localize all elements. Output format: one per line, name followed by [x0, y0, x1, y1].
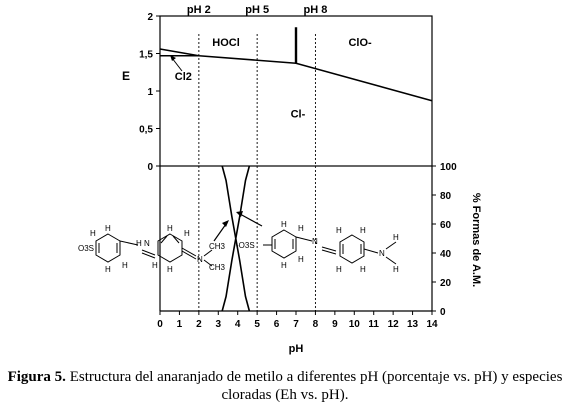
- acid-h-1: H: [105, 224, 111, 233]
- ph-x-tick-label: 4: [235, 319, 241, 330]
- acid-h-label: H: [136, 239, 142, 248]
- acid-ch3-top: CH3: [209, 242, 226, 251]
- acid-h-6: H: [167, 265, 173, 274]
- acid-h-2: H: [105, 265, 111, 274]
- eh-y-tick-label: 0,5: [139, 125, 153, 136]
- acid-n2-label: N: [197, 255, 203, 264]
- base-h-8: H: [360, 265, 366, 274]
- series-layer: [159, 27, 433, 312]
- base-h-7: H: [336, 265, 342, 274]
- cl2-arrow-head: [170, 55, 176, 61]
- base-sulfonate-label: -O3S: [236, 241, 255, 250]
- eh-y-tick-label: 1: [147, 87, 153, 98]
- base-h-1: H: [281, 220, 287, 229]
- reaction-arrow-right-head: [236, 211, 243, 217]
- base-n-label: N: [312, 237, 318, 246]
- ph-x-tick-label: 13: [407, 319, 419, 330]
- eh-axis-title: E: [122, 69, 130, 83]
- base-h-5: H: [336, 226, 342, 235]
- species-region-label: Cl2: [175, 71, 192, 83]
- ph-x-tick-label: 14: [426, 319, 438, 330]
- ph-x-tick-label: 8: [313, 319, 319, 330]
- ph-x-tick-label: 3: [216, 319, 222, 330]
- species-fraction-curve: [221, 165, 251, 312]
- acid-h-7: H: [152, 261, 158, 270]
- base-h-10: H: [393, 265, 399, 274]
- species-region-label: ClO-: [348, 37, 372, 49]
- figure-caption: Figura 5. Estructura del anaranjado de m…: [0, 368, 570, 404]
- ph-x-tick-label: 1: [177, 319, 183, 330]
- ph-marker-label: pH 2: [187, 4, 211, 16]
- acid-form-molecule: [95, 233, 213, 267]
- acid-sulfonate-label: O3S: [78, 244, 94, 253]
- percent-y-tick-label: 100: [440, 162, 457, 173]
- percent-y-tick-label: 80: [440, 191, 452, 202]
- acid-h-3: H: [90, 229, 96, 238]
- caption-text: Estructura del anaranjado de metilo a di…: [65, 369, 563, 403]
- base-ring-2: [339, 234, 365, 264]
- acid-ring-2: [157, 233, 183, 263]
- base-h-3: H: [298, 224, 304, 233]
- acid-n-label: N: [144, 239, 150, 248]
- ph-x-tick-label: 7: [293, 319, 299, 330]
- acid-ch3-bottom: CH3: [209, 263, 226, 272]
- percent-y-tick-label: 40: [440, 249, 452, 260]
- ph-x-tick-label: 11: [368, 319, 379, 330]
- species-region-label: HOCl: [212, 37, 240, 49]
- cl2-arrow: [171, 57, 183, 72]
- percent-y-tick-label: 60: [440, 220, 452, 231]
- ph-marker-label: pH 8: [304, 4, 328, 16]
- base-h-2: H: [281, 261, 287, 270]
- base-form-molecule: [263, 229, 397, 265]
- eh-y-tick-label: 2: [147, 12, 153, 23]
- ph-x-tick-label: 9: [332, 319, 338, 330]
- caption-label: Figura 5.: [7, 369, 66, 385]
- reaction-arrow-left-head: [222, 220, 229, 227]
- eh-y-tick-label: 1,5: [139, 50, 153, 61]
- base-h-4: H: [298, 255, 304, 264]
- acid-h-8: H: [184, 229, 190, 238]
- base-h-6: H: [360, 226, 366, 235]
- base-ring-1: [271, 229, 297, 259]
- acid-ring-1: [95, 233, 121, 263]
- ph-axis-title: pH: [289, 343, 304, 355]
- eh-y-tick-label: 0: [147, 162, 153, 173]
- ph-x-tick-label: 12: [388, 319, 400, 330]
- percent-axis-title: % Formas de A.M.: [470, 193, 482, 287]
- ph-x-tick-label: 0: [157, 319, 163, 330]
- percent-y-tick-label: 20: [440, 278, 452, 289]
- ph-x-tick-label: 2: [196, 319, 202, 330]
- base-n2-label: N: [379, 249, 385, 258]
- acid-h-4: H: [122, 261, 128, 270]
- reaction-arrow-left: [213, 223, 227, 242]
- reaction-arrow-right: [239, 213, 263, 227]
- ph-markers-layer: pH 2 pH 5 pH 8: [187, 4, 327, 311]
- ph-x-tick-label: 5: [254, 319, 260, 330]
- ph-marker-label: pH 5: [245, 4, 269, 16]
- eh-series-line: [159, 48, 433, 102]
- ph-x-tick-label: 6: [274, 319, 280, 330]
- ph-x-tick-label: 10: [349, 319, 361, 330]
- acid-h-5: H: [167, 224, 173, 233]
- labels-layer: HOCl ClO- Cl- Cl2: [175, 37, 372, 120]
- base-h-9: H: [393, 233, 399, 242]
- percent-y-tick-label: 0: [440, 307, 446, 318]
- species-region-label: Cl-: [291, 108, 306, 120]
